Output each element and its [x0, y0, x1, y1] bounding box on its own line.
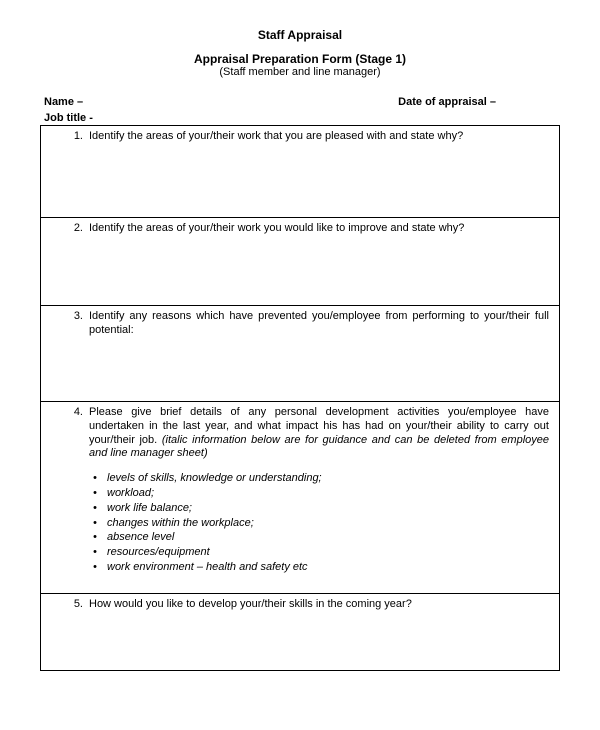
question-2-cell: 2. Identify the areas of your/their work…: [41, 218, 559, 306]
main-title: Staff Appraisal: [40, 28, 560, 42]
bullet-3: work life balance;: [93, 501, 549, 516]
meta-row: Name – Date of appraisal –: [40, 96, 560, 108]
date-label: Date of appraisal –: [398, 96, 496, 108]
name-label: Name –: [44, 96, 83, 108]
question-1-cell: 1. Identify the areas of your/their work…: [41, 126, 559, 218]
q5-number: 5.: [65, 598, 83, 610]
bullet-6: resources/equipment: [93, 545, 549, 560]
question-5-cell: 5. How would you like to develop your/th…: [41, 594, 559, 670]
q1-text: Identify the areas of your/their work th…: [89, 130, 549, 144]
q3-number: 3.: [65, 310, 83, 322]
q1-number: 1.: [65, 130, 83, 142]
bullet-2: workload;: [93, 486, 549, 501]
q3-text: Identify any reasons which have prevente…: [89, 310, 549, 338]
q5-text: How would you like to develop your/their…: [89, 598, 549, 612]
bullet-7: work environment – health and safety etc: [93, 560, 549, 575]
q2-number: 2.: [65, 222, 83, 234]
form-subtitle: (Staff member and line manager): [40, 66, 560, 78]
job-title-label: Job title -: [40, 112, 560, 124]
q4-number: 4.: [65, 406, 83, 418]
q2-text: Identify the areas of your/their work yo…: [89, 222, 549, 236]
q4-text: Please give brief details of any persona…: [89, 406, 549, 461]
question-3-cell: 3. Identify any reasons which have preve…: [41, 306, 559, 402]
form-header: Staff Appraisal Appraisal Preparation Fo…: [40, 28, 560, 78]
form-table: 1. Identify the areas of your/their work…: [40, 125, 560, 671]
bullet-4: changes within the workplace;: [93, 516, 549, 531]
bullet-1: levels of skills, knowledge or understan…: [93, 471, 549, 486]
bullet-list: levels of skills, knowledge or understan…: [93, 471, 549, 575]
bullet-5: absence level: [93, 530, 549, 545]
form-title: Appraisal Preparation Form (Stage 1): [40, 52, 560, 66]
question-4-cell: 4. Please give brief details of any pers…: [41, 402, 559, 594]
